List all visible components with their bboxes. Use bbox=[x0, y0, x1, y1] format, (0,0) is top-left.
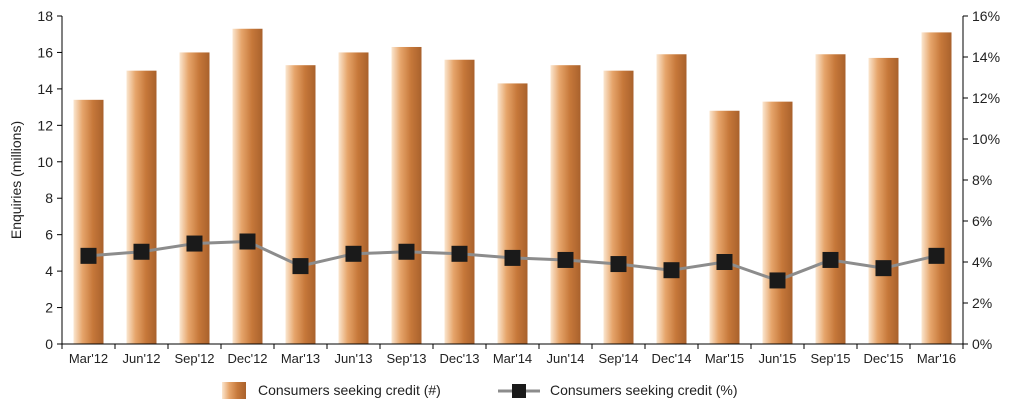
bar-10 bbox=[603, 70, 634, 345]
y-tick-label-9: 18 bbox=[37, 8, 53, 24]
x-tick-label-8: Mar'14 bbox=[493, 351, 532, 366]
y-tick-label-7: 14 bbox=[37, 81, 53, 97]
x-tick-label-1: Jun'12 bbox=[123, 351, 161, 366]
legend-label-bar: Consumers seeking credit (#) bbox=[258, 382, 441, 398]
bar-9 bbox=[550, 65, 581, 344]
x-tick-label-4: Mar'13 bbox=[281, 351, 320, 366]
bar-1 bbox=[126, 70, 157, 345]
legend-swatch-bar bbox=[222, 382, 246, 399]
line-point-4 bbox=[292, 258, 309, 275]
x-tick-label-10: Sep'14 bbox=[598, 351, 638, 366]
y2-tick-label-1: 2% bbox=[972, 295, 992, 311]
y-tick-label-3: 6 bbox=[45, 227, 53, 243]
line-point-9 bbox=[557, 251, 574, 268]
x-tick-label-2: Sep'12 bbox=[174, 351, 214, 366]
bar-14 bbox=[815, 54, 846, 345]
x-tick-label-13: Jun'15 bbox=[759, 351, 797, 366]
bar-11 bbox=[656, 54, 687, 345]
line-series bbox=[80, 233, 945, 289]
y-axis-label: Enquiries (millions) bbox=[8, 121, 24, 239]
line-point-7 bbox=[451, 245, 468, 262]
x-tick-label-3: Dec'12 bbox=[227, 351, 267, 366]
bar-7 bbox=[444, 59, 475, 344]
x-tick-label-16: Mar'16 bbox=[917, 351, 956, 366]
x-tick-label-9: Jun'14 bbox=[547, 351, 585, 366]
y-tick-label-8: 16 bbox=[37, 44, 53, 60]
y2-tick-label-0: 0% bbox=[972, 336, 992, 352]
y-tick-label-5: 10 bbox=[37, 154, 53, 170]
x-tick-label-5: Jun'13 bbox=[335, 351, 373, 366]
y2-tick-label-8: 16% bbox=[972, 8, 1000, 24]
bar-3 bbox=[232, 28, 263, 345]
y-tick-label-2: 4 bbox=[45, 263, 53, 279]
x-tick-label-11: Dec'14 bbox=[651, 351, 691, 366]
line-point-5 bbox=[345, 245, 362, 262]
line-point-13 bbox=[769, 272, 786, 289]
bar-5 bbox=[338, 52, 369, 344]
axes: 0 2 4 6 8 10 12 14 16 18 0% 2% 4% 6% 8% 10% 12% 14% 16% Mar… bbox=[8, 8, 1000, 366]
line-point-2 bbox=[186, 235, 203, 252]
x-tick-label-6: Sep'13 bbox=[386, 351, 426, 366]
y2-tick-label-3: 6% bbox=[972, 213, 992, 229]
bar-2 bbox=[179, 52, 210, 344]
bar-13 bbox=[762, 101, 793, 345]
x-tick-label-0: Mar'12 bbox=[69, 351, 108, 366]
x-tick-label-12: Mar'15 bbox=[705, 351, 744, 366]
bar-4 bbox=[285, 65, 316, 344]
x-tick-label-15: Dec'15 bbox=[863, 351, 903, 366]
line-point-16 bbox=[928, 247, 945, 264]
line-point-8 bbox=[504, 249, 521, 266]
y-tick-label-0: 0 bbox=[45, 336, 53, 352]
y2-tick-label-6: 12% bbox=[972, 90, 1000, 106]
y2-tick-label-4: 8% bbox=[972, 172, 992, 188]
line-point-11 bbox=[663, 262, 680, 279]
x-tick-label-7: Dec'13 bbox=[439, 351, 479, 366]
y2-tick-label-2: 4% bbox=[972, 254, 992, 270]
line-point-14 bbox=[822, 251, 839, 268]
bar-0 bbox=[73, 99, 104, 344]
line-point-1 bbox=[133, 243, 150, 260]
bar-16 bbox=[921, 32, 952, 345]
bar-6 bbox=[391, 46, 422, 344]
y-tick-label-4: 8 bbox=[45, 190, 53, 206]
legend-label-line: Consumers seeking credit (%) bbox=[550, 382, 738, 398]
bar-12 bbox=[709, 110, 740, 344]
y-tick-label-1: 2 bbox=[45, 300, 53, 316]
bar-8 bbox=[497, 83, 528, 344]
x-tick-label-14: Sep'15 bbox=[810, 351, 850, 366]
legend: Consumers seeking credit (#) Consumers se… bbox=[222, 382, 738, 399]
line-point-0 bbox=[80, 247, 97, 264]
line-point-10 bbox=[610, 256, 627, 273]
bar-series bbox=[73, 28, 952, 345]
line-point-6 bbox=[398, 243, 415, 260]
y-tick-label-6: 12 bbox=[37, 117, 53, 133]
y2-tick-label-5: 10% bbox=[972, 131, 1000, 147]
y2-tick-label-7: 14% bbox=[972, 49, 1000, 65]
line-point-12 bbox=[716, 254, 733, 270]
line-point-3 bbox=[239, 233, 256, 250]
bar-15 bbox=[868, 57, 899, 345]
line-point-15 bbox=[875, 260, 892, 277]
legend-swatch-marker bbox=[512, 384, 526, 398]
